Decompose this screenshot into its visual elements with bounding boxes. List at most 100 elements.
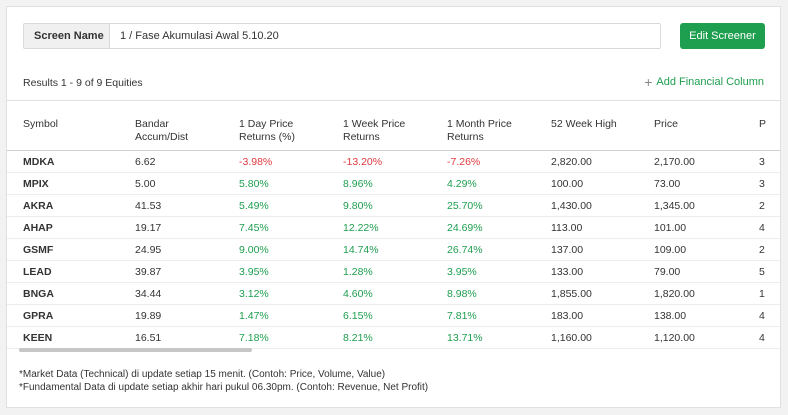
cell-symbol[interactable]: BNGA <box>23 288 54 300</box>
cell-1month-return: 26.74% <box>447 244 483 256</box>
table-row[interactable]: MPIX 5.00 5.80% 8.96% 4.29% 100.00 73.00 3 <box>7 173 780 195</box>
cell-p: 2 <box>759 244 765 256</box>
footnote-market-data: *Market Data (Technical) di update setia… <box>19 369 386 380</box>
cell-p: 4 <box>759 222 765 234</box>
col-header-price[interactable]: Price <box>654 118 678 130</box>
table-header: Symbol Bandar Accum/Dist 1 Day Price Ret… <box>7 101 780 151</box>
cell-1day-return: 3.95% <box>239 266 269 278</box>
cell-52week-high: 1,430.00 <box>551 200 592 212</box>
cell-52week-high: 137.00 <box>551 244 584 256</box>
cell-52week-high: 183.00 <box>551 310 584 322</box>
cell-1month-return: 13.71% <box>447 332 483 344</box>
cell-p: 3 <box>759 178 765 190</box>
cell-1day-return: 1.47% <box>239 310 269 322</box>
cell-52week-high: 133.00 <box>551 266 584 278</box>
cell-52week-high: 1,160.00 <box>551 332 592 344</box>
cell-1week-return: 12.22% <box>343 222 379 234</box>
cell-p: 3 <box>759 156 765 168</box>
col-header-bandar[interactable]: Bandar Accum/Dist <box>135 118 189 143</box>
cell-1day-return: 9.00% <box>239 244 269 256</box>
edit-screener-button[interactable]: Edit Screener <box>680 23 765 49</box>
cell-52week-high: 113.00 <box>551 222 583 234</box>
cell-1week-return: 1.28% <box>343 266 373 278</box>
cell-1day-return: 5.49% <box>239 200 269 212</box>
cell-p: 5 <box>759 266 765 278</box>
cell-1month-return: 7.81% <box>447 310 477 322</box>
cell-1day-return: -3.98% <box>239 156 273 168</box>
cell-1week-return: 14.74% <box>343 244 379 256</box>
cell-bandar: 19.89 <box>135 310 162 322</box>
col-header-symbol[interactable]: Symbol <box>23 118 59 130</box>
add-financial-column-link[interactable]: + Add Financial Column <box>644 74 764 90</box>
cell-1week-return: 8.21% <box>343 332 373 344</box>
cell-1day-return: 7.18% <box>239 332 269 344</box>
table-row[interactable]: GPRA 19.89 1.47% 6.15% 7.81% 183.00 138.00 4 <box>7 305 780 327</box>
cell-52week-high: 100.00 <box>551 178 584 190</box>
cell-symbol[interactable]: MPIX <box>23 178 49 190</box>
footnote-fundamental-data: *Fundamental Data di update setiap akhir… <box>19 382 429 393</box>
cell-bandar: 39.87 <box>135 266 162 278</box>
cell-bandar: 19.17 <box>135 222 162 234</box>
cell-1week-return: 8.96% <box>343 178 373 190</box>
cell-symbol[interactable]: AKRA <box>23 200 54 212</box>
cell-price: 1,345.00 <box>654 200 695 212</box>
cell-1week-return: 6.15% <box>343 310 373 322</box>
cell-price: 138.00 <box>654 310 687 322</box>
cell-1week-return: 4.60% <box>343 288 373 300</box>
table-row[interactable]: LEAD 39.87 3.95% 1.28% 3.95% 133.00 79.00 5 <box>7 261 780 283</box>
results-count: Results 1 - 9 of 9 Equities <box>23 77 143 89</box>
screener-card: Screen Name Edit Screener Results 1 - 9 … <box>6 6 781 408</box>
cell-p: 4 <box>759 310 765 322</box>
table-row[interactable]: MDKA 6.62 -3.98% -13.20% -7.26% 2,820.00 2,170… <box>7 151 780 173</box>
table-row[interactable]: KEEN 16.51 7.18% 8.21% 13.71% 1,160.00 1,120.0… <box>7 327 780 349</box>
cell-bandar: 24.95 <box>135 244 162 256</box>
table-row[interactable]: BNGA 34.44 3.12% 4.60% 8.98% 1,855.00 1,820.00… <box>7 283 780 305</box>
cell-1day-return: 7.45% <box>239 222 269 234</box>
cell-price: 2,170.00 <box>654 156 695 168</box>
cell-1month-return: 8.98% <box>447 288 477 300</box>
screen-name-input[interactable] <box>110 24 660 48</box>
cell-1week-return: 9.80% <box>343 200 373 212</box>
col-header-1day[interactable]: 1 Day Price Returns (%) <box>239 118 296 143</box>
cell-symbol[interactable]: GPRA <box>23 310 54 322</box>
col-header-1week[interactable]: 1 Week Price Returns <box>343 118 406 143</box>
cell-1week-return: -13.20% <box>343 156 383 168</box>
results-table: Symbol Bandar Accum/Dist 1 Day Price Ret… <box>7 101 780 351</box>
cell-price: 101.00 <box>654 222 687 234</box>
col-header-52week-high[interactable]: 52 Week High <box>551 118 617 130</box>
cell-symbol[interactable]: KEEN <box>23 332 53 344</box>
screen-name-label: Screen Name <box>24 24 110 48</box>
cell-52week-high: 2,820.00 <box>551 156 592 168</box>
cell-1month-return: 4.29% <box>447 178 477 190</box>
horizontal-scrollbar[interactable] <box>19 348 252 352</box>
cell-1month-return: 24.69% <box>447 222 483 234</box>
cell-bandar: 5.00 <box>135 178 156 190</box>
cell-symbol[interactable]: AHAP <box>23 222 53 234</box>
cell-bandar: 16.51 <box>135 332 162 344</box>
cell-symbol[interactable]: LEAD <box>23 266 52 278</box>
cell-symbol[interactable]: MDKA <box>23 156 55 168</box>
table-row[interactable]: GSMF 24.95 9.00% 14.74% 26.74% 137.00 109.00 2 <box>7 239 780 261</box>
cell-p: 2 <box>759 200 765 212</box>
cell-52week-high: 1,855.00 <box>551 288 592 300</box>
col-header-1month[interactable]: 1 Month Price Returns <box>447 118 512 143</box>
cell-price: 1,120.00 <box>654 332 695 344</box>
col-header-p[interactable]: P <box>759 118 767 130</box>
cell-bandar: 34.44 <box>135 288 162 300</box>
add-financial-column-label: Add Financial Column <box>656 76 764 88</box>
cell-p: 4 <box>759 332 765 344</box>
cell-price: 79.00 <box>654 266 681 278</box>
cell-p: 1 <box>759 288 765 300</box>
table-row[interactable]: AKRA 41.53 5.49% 9.80% 25.70% 1,430.00 1,345.0… <box>7 195 780 217</box>
cell-1day-return: 3.12% <box>239 288 269 300</box>
cell-1month-return: 25.70% <box>447 200 483 212</box>
plus-icon: + <box>644 74 653 90</box>
cell-price: 109.00 <box>654 244 687 256</box>
table-row[interactable]: AHAP 19.17 7.45% 12.22% 24.69% 113.00 101.00 4 <box>7 217 780 239</box>
cell-1month-return: 3.95% <box>447 266 477 278</box>
cell-symbol[interactable]: GSMF <box>23 244 54 256</box>
cell-bandar: 6.62 <box>135 156 156 168</box>
screen-name-field: Screen Name <box>23 23 661 49</box>
cell-1day-return: 5.80% <box>239 178 269 190</box>
cell-price: 1,820.00 <box>654 288 695 300</box>
